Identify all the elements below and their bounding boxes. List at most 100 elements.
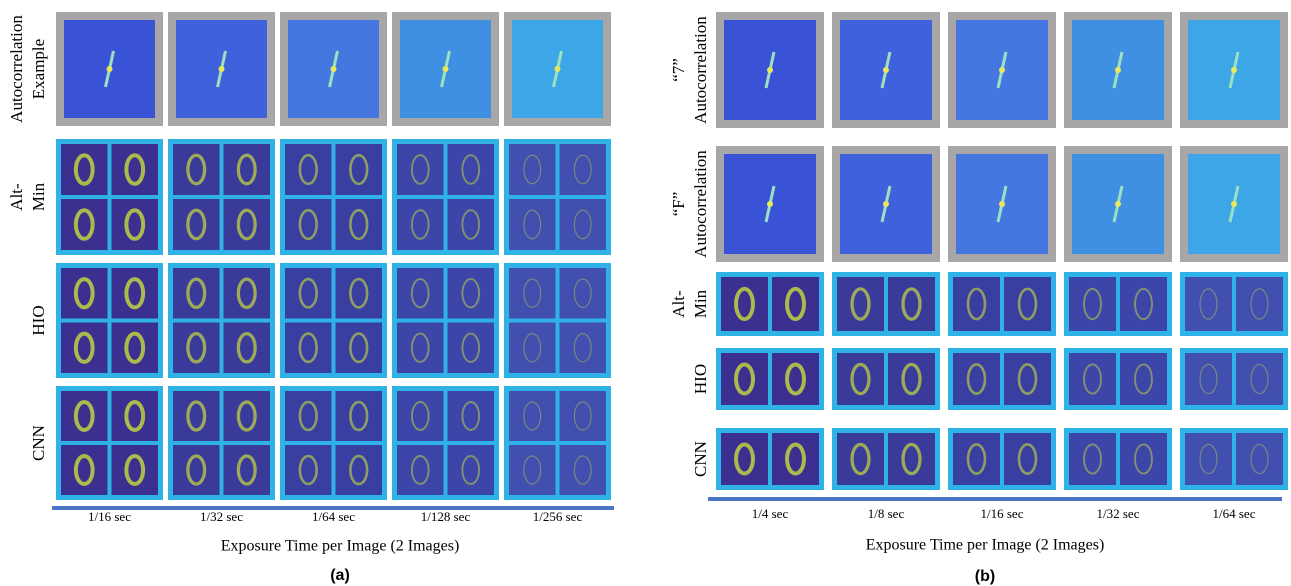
image-tile [56, 386, 163, 500]
center [999, 67, 1005, 73]
sub-image [224, 144, 271, 195]
sub-image [397, 144, 444, 195]
image-tile [832, 272, 940, 336]
image-tile [56, 139, 163, 255]
center [1115, 201, 1121, 207]
sub-image [1185, 433, 1232, 485]
sub-image [772, 433, 819, 485]
sub-image [560, 199, 607, 250]
sub-image [837, 277, 884, 331]
sub-image [509, 144, 556, 195]
sub-image [224, 268, 271, 319]
center [767, 67, 773, 73]
image-tile [1180, 428, 1288, 490]
sub-image [173, 144, 220, 195]
axis-label: Exposure Time per Image (2 Images) [866, 537, 1105, 554]
sub-image [397, 323, 444, 374]
sub-image [953, 433, 1000, 485]
image-tile [392, 263, 499, 378]
image-tile [168, 139, 275, 255]
panel-label: (a) [330, 567, 350, 584]
center [331, 66, 337, 72]
image-tile [832, 146, 940, 262]
row-label: Alt- [7, 183, 26, 211]
sub-image [336, 391, 383, 441]
center [883, 67, 889, 73]
row-label: Autocorrelation [7, 15, 26, 123]
sub-image [285, 199, 332, 250]
image-tile [56, 263, 163, 378]
sub-image [448, 144, 495, 195]
center [443, 66, 449, 72]
center [999, 201, 1005, 207]
sub-image [285, 268, 332, 319]
sub-image [1236, 353, 1283, 405]
image-tile [280, 386, 387, 500]
sub-image [336, 268, 383, 319]
row-label: “F” [669, 192, 688, 217]
sub-image [721, 433, 768, 485]
panel-label: (b) [975, 568, 995, 585]
row-label: Example [29, 39, 48, 99]
image-tile [392, 12, 499, 126]
center [1231, 201, 1237, 207]
sub-image [397, 391, 444, 441]
column-label: 1/128 sec [421, 509, 471, 524]
image-tile [168, 12, 275, 126]
image-tile [1064, 428, 1172, 490]
image-tile [1064, 272, 1172, 336]
column-label: 1/64 sec [312, 509, 355, 524]
sub-image [61, 144, 108, 195]
sub-image [285, 144, 332, 195]
sub-image [772, 277, 819, 331]
column-label: 1/8 sec [868, 506, 905, 521]
sub-image [224, 445, 271, 495]
image-tile [716, 428, 824, 490]
image-tile [280, 139, 387, 255]
image-tile [1064, 146, 1172, 262]
sub-image [509, 391, 556, 441]
sub-image [61, 199, 108, 250]
sub-image [1069, 433, 1116, 485]
sub-image [953, 353, 1000, 405]
image-tile [716, 146, 824, 262]
column-label: 1/16 sec [88, 509, 131, 524]
sub-image [112, 199, 159, 250]
sub-image [336, 144, 383, 195]
sub-image [285, 391, 332, 441]
image-tile [1064, 348, 1172, 410]
sub-image [837, 353, 884, 405]
sub-image [953, 277, 1000, 331]
image-tile [716, 348, 824, 410]
sub-image [285, 445, 332, 495]
sub-image [837, 433, 884, 485]
image-tile [168, 263, 275, 378]
sub-image [1120, 353, 1167, 405]
center [1115, 67, 1121, 73]
sub-image [888, 433, 935, 485]
row-label: Min [691, 289, 710, 318]
row-label: “7” [669, 58, 688, 82]
sub-image [1236, 277, 1283, 331]
center [107, 66, 113, 72]
sub-image [61, 445, 108, 495]
row-label: CNN [691, 441, 710, 477]
sub-image [448, 323, 495, 374]
image-tile [1064, 12, 1172, 128]
row-label: Autocorrelation [691, 16, 710, 124]
sub-image [560, 391, 607, 441]
sub-image [173, 445, 220, 495]
sub-image [1120, 433, 1167, 485]
sub-image [1236, 433, 1283, 485]
sub-image [448, 268, 495, 319]
image-tile [504, 139, 611, 255]
sub-image [397, 268, 444, 319]
sub-image [509, 199, 556, 250]
sub-image [721, 277, 768, 331]
image-tile [832, 428, 940, 490]
image-tile [1180, 272, 1288, 336]
sub-image [560, 144, 607, 195]
image-tile [280, 12, 387, 126]
sub-image [61, 268, 108, 319]
sub-image [112, 391, 159, 441]
